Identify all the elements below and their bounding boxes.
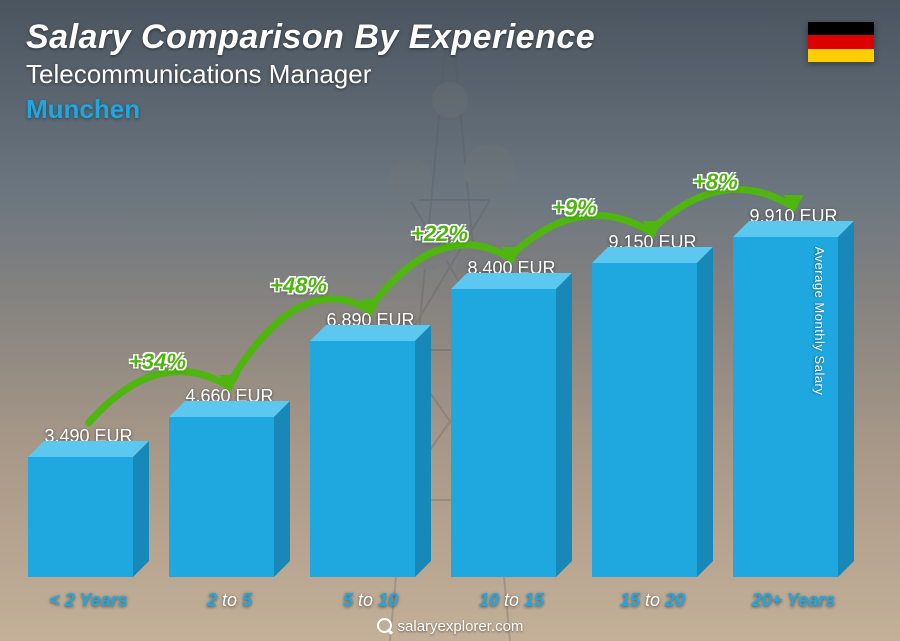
bar-front-face [592,263,697,577]
flag-stripe [808,35,874,48]
x-axis: < 2 Years2 to 55 to 1010 to 1515 to 2020… [28,590,854,611]
x-tick-post: 10 [378,590,398,610]
bar-group: 3,490 EUR [28,426,149,577]
x-tick-sep: to [353,590,378,610]
x-tick-pre: 5 [343,590,353,610]
footer: salaryexplorer.com [0,618,900,635]
x-tick-pre: 15 [620,590,640,610]
bar-top-face [169,401,290,417]
bar-group: 9,910 EUR [733,206,854,577]
x-tick: 20+ Years [733,590,854,611]
bar [28,457,149,577]
x-tick-post: Years [75,590,128,610]
x-tick-post: 20 [665,590,685,610]
x-tick-pre: 20+ [752,590,783,610]
x-tick: 2 to 5 [169,590,290,611]
bar [451,289,572,577]
footer-text: salaryexplorer.com [398,618,524,635]
flag-stripe [808,22,874,35]
bar-group: 8,400 EUR [451,258,572,577]
bar-group: 4,660 EUR [169,386,290,577]
bar [733,237,854,577]
chart-area: 3,490 EUR4,660 EUR6,890 EUR8,400 EUR9,15… [28,107,854,577]
x-tick-sep: to [217,590,242,610]
bar-side-face [697,247,713,577]
bar-side-face [133,441,149,577]
bar-front-face [310,341,415,577]
germany-flag-icon [808,22,874,62]
bar-group: 9,150 EUR [592,232,713,577]
flag-stripe [808,49,874,62]
bar-top-face [310,325,431,341]
bar-side-face [838,221,854,577]
chart-subtitle: Telecommunications Manager [26,59,595,90]
x-tick: 15 to 20 [592,590,713,611]
bar-group: 6,890 EUR [310,310,431,577]
chart-title: Salary Comparison By Experience [26,18,595,57]
y-axis-label: Average Monthly Salary [812,246,827,395]
bar-top-face [451,273,572,289]
bar-top-face [733,221,854,237]
bar-top-face [28,441,149,457]
x-tick: 10 to 15 [451,590,572,611]
bar-side-face [415,325,431,577]
bar [169,417,290,577]
x-tick-sep: to [640,590,665,610]
bar [310,341,431,577]
x-tick: < 2 Years [28,590,149,611]
bar-front-face [28,457,133,577]
bars-container: 3,490 EUR4,660 EUR6,890 EUR8,400 EUR9,15… [28,107,854,577]
x-tick-pre: 10 [479,590,499,610]
bar-front-face [169,417,274,577]
search-icon [377,618,392,633]
x-tick-pre: < 2 [49,590,75,610]
x-tick-pre: 2 [207,590,217,610]
x-tick-post: 5 [242,590,252,610]
x-tick: 5 to 10 [310,590,431,611]
bar-side-face [274,401,290,577]
bar-top-face [592,247,713,263]
x-tick-post: Years [782,590,835,610]
x-tick-sep: to [499,590,524,610]
x-tick-post: 15 [524,590,544,610]
bar-front-face [451,289,556,577]
bar [592,263,713,577]
bar-side-face [556,273,572,577]
